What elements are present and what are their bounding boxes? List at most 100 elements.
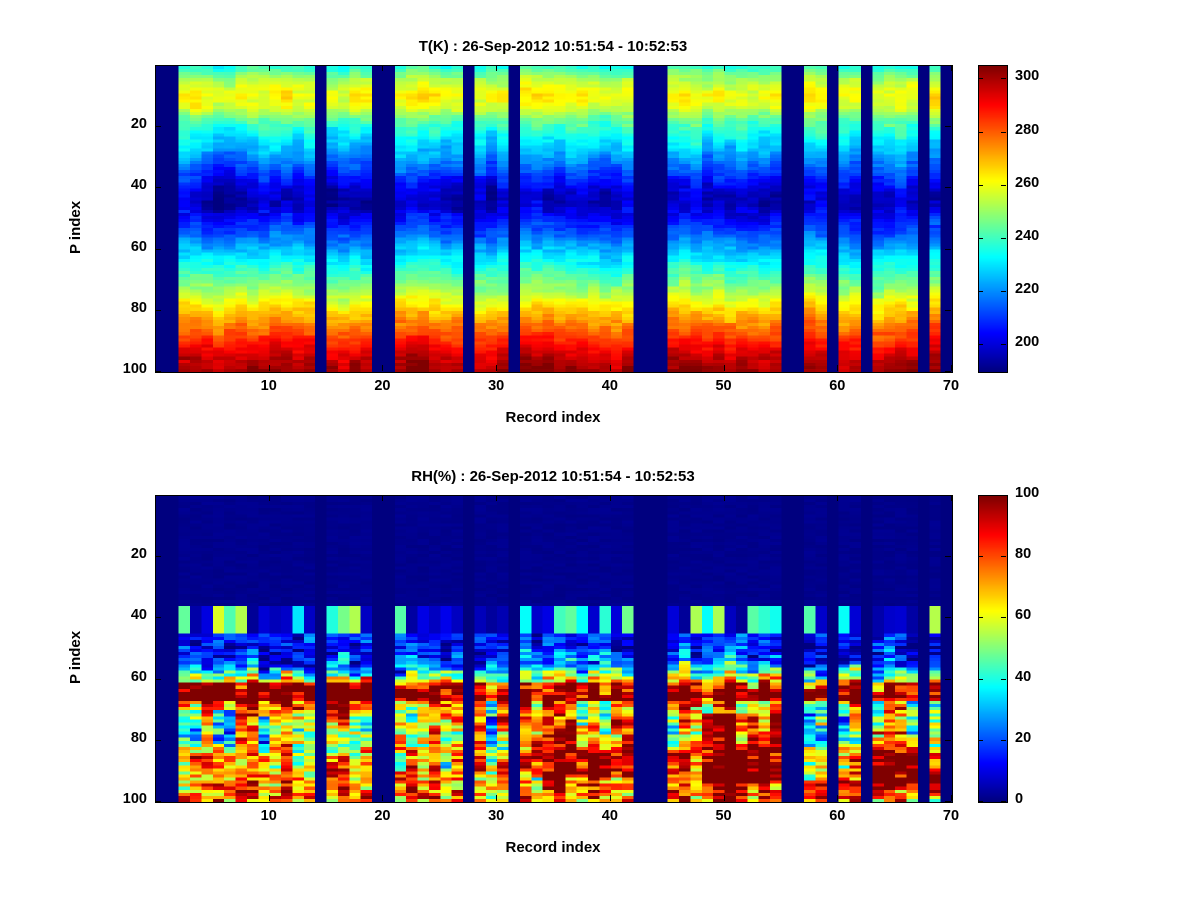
colorbar-tickmark-left — [978, 617, 983, 618]
y-tickmark-right — [945, 371, 951, 372]
colorbar-tick-label: 260 — [1015, 174, 1040, 191]
x-tickmark — [951, 795, 952, 801]
y-tickmark-right — [945, 310, 951, 311]
panel-title-temperature: T(K) : 26-Sep-2012 10:51:54 - 10:52:53 — [418, 38, 688, 55]
x-axis-label-temperature: Record index — [505, 409, 601, 426]
x-tickmark-top — [951, 65, 952, 71]
y-tickmark — [155, 801, 161, 802]
colorbar-tickmark-left — [978, 801, 983, 802]
colorbar-tickmark — [1001, 344, 1006, 345]
x-tickmark-top — [610, 65, 611, 71]
colorbar-tick-label: 240 — [1015, 227, 1040, 244]
x-tick-label: 50 — [715, 378, 732, 394]
colorbar-relative-humidity[interactable] — [978, 495, 1008, 803]
x-tickmark-top — [496, 495, 497, 501]
x-tick-label: 40 — [601, 808, 618, 824]
y-tick-label: 80 — [130, 299, 147, 316]
y-tickmark-right — [945, 617, 951, 618]
x-tick-label: 70 — [942, 808, 960, 824]
y-tickmark-right — [945, 556, 951, 557]
x-tickmark — [382, 365, 383, 371]
x-tickmark — [837, 795, 838, 801]
colorbar-tick-label: 60 — [1015, 607, 1032, 624]
colorbar-tickmark — [1001, 801, 1006, 802]
y-tickmark-right — [945, 740, 951, 741]
colorbar-tick-label: 20 — [1015, 729, 1032, 746]
y-tick-label: 100 — [122, 361, 147, 377]
x-tickmark-top — [382, 65, 383, 71]
y-tickmark — [155, 310, 161, 311]
x-tickmark — [724, 795, 725, 801]
colorbar-temperature[interactable] — [978, 65, 1008, 373]
y-tickmark — [155, 740, 161, 741]
x-tick-label: 40 — [601, 378, 618, 394]
x-tickmark-top — [269, 495, 270, 501]
y-tickmark — [155, 617, 161, 618]
x-tickmark — [496, 365, 497, 371]
x-tickmark-top — [496, 65, 497, 71]
x-tickmark — [951, 365, 952, 371]
colorbar-tickmark — [1001, 495, 1006, 496]
heatmap-relative-humidity[interactable] — [155, 495, 953, 803]
colorbar-tickmark-left — [978, 740, 983, 741]
y-tick-label: 20 — [130, 116, 147, 133]
colorbar-tickmark-left — [978, 679, 983, 680]
heatmap-temperature[interactable] — [155, 65, 953, 373]
x-tickmark — [724, 365, 725, 371]
colorbar-tick-label: 0 — [1015, 791, 1024, 807]
x-tickmark-top — [269, 65, 270, 71]
x-tick-label: 70 — [942, 378, 960, 394]
colorbar-tickmark — [1001, 556, 1006, 557]
colorbar-tick-label: 200 — [1015, 334, 1040, 351]
y-tickmark — [155, 249, 161, 250]
x-tickmark — [269, 365, 270, 371]
colorbar-tickmark — [1001, 740, 1006, 741]
x-tickmark-top — [610, 495, 611, 501]
x-tickmark — [837, 365, 838, 371]
colorbar-tickmark-left — [978, 556, 983, 557]
x-tickmark — [610, 365, 611, 371]
y-tickmark — [155, 126, 161, 127]
panel-title-relative-humidity: RH(%) : 26-Sep-2012 10:51:54 - 10:52:53 — [411, 468, 695, 485]
colorbar-tickmark — [1001, 617, 1006, 618]
y-tickmark — [155, 679, 161, 680]
x-tickmark-top — [724, 65, 725, 71]
x-tick-label: 30 — [488, 808, 505, 824]
y-tickmark-right — [945, 126, 951, 127]
x-axis-label-relative-humidity: Record index — [505, 839, 601, 856]
y-tick-label: 80 — [130, 729, 147, 746]
colorbar-tickmark — [1001, 185, 1006, 186]
y-tickmark-right — [945, 249, 951, 250]
colorbar-tick-label: 300 — [1015, 68, 1040, 85]
x-tick-label: 60 — [829, 378, 846, 394]
colorbar-tickmark-left — [978, 291, 983, 292]
y-tick-label: 100 — [122, 791, 147, 807]
colorbar-tick-label: 100 — [1015, 485, 1040, 501]
colorbar-tickmark-left — [978, 495, 983, 496]
x-tickmark-top — [837, 495, 838, 501]
colorbar-tick-label: 220 — [1015, 281, 1040, 298]
y-tick-label: 60 — [130, 238, 147, 255]
colorbar-tickmark-left — [978, 78, 983, 79]
colorbar-tick-label: 80 — [1015, 546, 1032, 563]
y-tick-label: 40 — [130, 177, 147, 194]
colorbar-tickmark-left — [978, 132, 983, 133]
x-tick-label: 50 — [715, 808, 732, 824]
colorbar-tickmark — [1001, 132, 1006, 133]
x-tickmark-top — [724, 495, 725, 501]
x-tick-label: 30 — [488, 378, 505, 394]
colorbar-tickmark — [1001, 291, 1006, 292]
y-tick-label: 20 — [130, 546, 147, 563]
colorbar-tickmark — [1001, 78, 1006, 79]
colorbar-tickmark — [1001, 238, 1006, 239]
y-tickmark — [155, 187, 161, 188]
colorbar-tickmark — [1001, 679, 1006, 680]
y-axis-label-relative-humidity: P index — [67, 630, 84, 684]
y-tick-label: 60 — [130, 668, 147, 685]
x-tick-label: 60 — [829, 808, 846, 824]
x-tickmark-top — [837, 65, 838, 71]
colorbar-tickmark-left — [978, 344, 983, 345]
y-tickmark-right — [945, 801, 951, 802]
colorbar-tickmark-left — [978, 185, 983, 186]
